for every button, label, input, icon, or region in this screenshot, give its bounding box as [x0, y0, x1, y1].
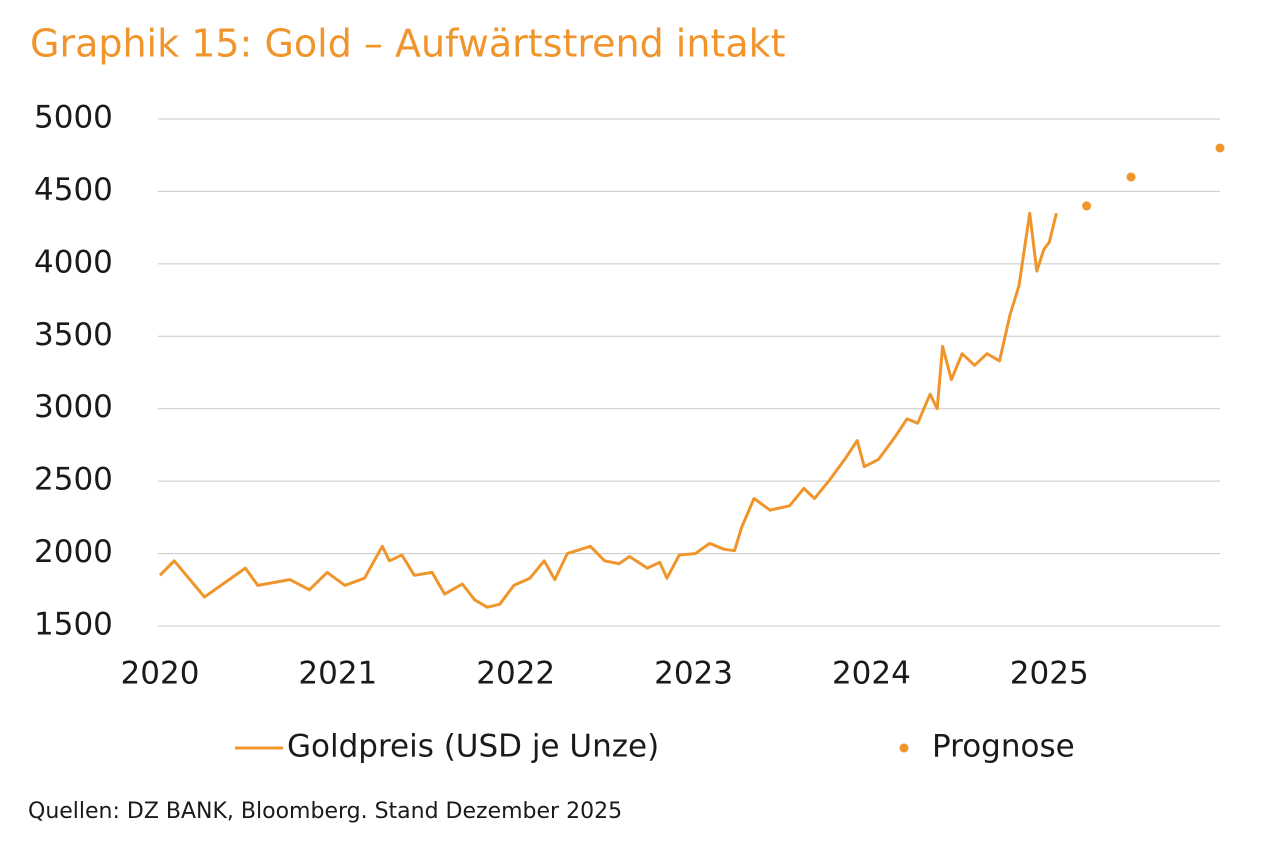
forecast-dot: [1126, 172, 1136, 182]
y-tick-label: 4500: [34, 172, 113, 208]
y-tick-label: 4000: [34, 244, 113, 280]
source-note: Quellen: DZ BANK, Bloomberg. Stand Dezem…: [28, 799, 622, 824]
price-line: [158, 211, 1058, 609]
forecast-dot: [1215, 143, 1225, 153]
chart-title: Graphik 15: Gold – Aufwärtstrend intakt: [30, 22, 786, 66]
y-tick-label: 3500: [34, 317, 113, 353]
y-tick-label: 5000: [34, 100, 113, 136]
x-tick-label: 2024: [832, 656, 911, 692]
legend-label: Goldpreis (USD je Unze): [287, 729, 659, 765]
x-tick-label: 2020: [121, 656, 200, 692]
x-tick-label: 2025: [1010, 656, 1089, 692]
y-tick-label: 2000: [34, 534, 113, 570]
y-tick-label: 2500: [34, 462, 113, 498]
x-tick-label: 2021: [298, 656, 377, 692]
x-tick-label: 2022: [476, 656, 555, 692]
legend-label: Prognose: [932, 729, 1075, 765]
y-tick-label: 1500: [34, 607, 113, 643]
x-tick-label: 2023: [654, 656, 733, 692]
y-tick-label: 3000: [34, 389, 113, 425]
forecast-dot: [1082, 201, 1092, 211]
legend-swatch: [899, 743, 909, 753]
